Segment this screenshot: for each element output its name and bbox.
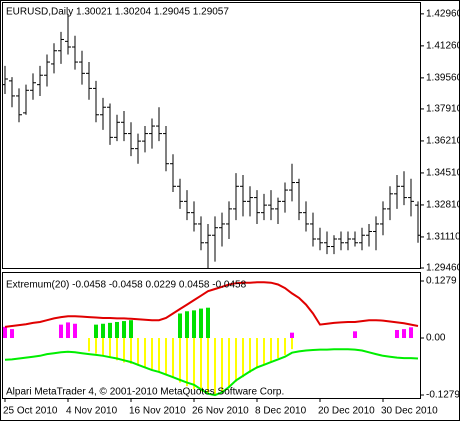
histogram-bar bbox=[193, 338, 195, 390]
histogram-bar bbox=[88, 338, 90, 352]
x-tick-label: 20 Dec 2010 bbox=[318, 406, 375, 417]
histogram-bar bbox=[192, 310, 196, 339]
histogram-bar bbox=[178, 313, 182, 339]
y-tick-label: -0.1279 bbox=[426, 390, 460, 401]
histogram-bar bbox=[256, 338, 258, 369]
histogram-bar bbox=[130, 338, 132, 364]
y-tick-label: 1.41260 bbox=[426, 41, 460, 52]
histogram-bar bbox=[10, 329, 14, 339]
histogram-bar bbox=[235, 338, 237, 382]
histogram-bar bbox=[228, 338, 230, 388]
histogram-bar bbox=[200, 338, 202, 392]
x-tick-label: 25 Oct 2010 bbox=[3, 406, 58, 417]
y-tick-label: 1.37910 bbox=[426, 104, 460, 115]
histogram-bar bbox=[73, 323, 77, 339]
y-tick-label: 1.31110 bbox=[426, 232, 460, 243]
y-tick-label: 1.34510 bbox=[426, 168, 460, 179]
histogram-bar bbox=[102, 338, 104, 356]
histogram-bar bbox=[402, 329, 406, 339]
histogram-bar bbox=[409, 327, 413, 339]
x-tick-label: 26 Nov 2010 bbox=[192, 406, 249, 417]
histogram-bar bbox=[249, 338, 251, 373]
chart-title: EURUSD,Daily 1.30021 1.30204 1.29045 1.2… bbox=[6, 7, 229, 18]
indicator-title: Extremum(20) -0.0458 -0.0458 0.0229 0.04… bbox=[6, 280, 247, 291]
histogram-bar bbox=[199, 308, 203, 339]
histogram-bar bbox=[59, 324, 63, 339]
histogram-bar bbox=[144, 338, 146, 367]
histogram-bar bbox=[263, 338, 265, 365]
x-tick-label: 16 Nov 2010 bbox=[129, 406, 186, 417]
y-tick-label: 0.00 bbox=[426, 333, 446, 344]
y-tick-label: 1.29460 bbox=[426, 263, 460, 274]
histogram-bar bbox=[115, 321, 119, 339]
histogram-bar bbox=[94, 324, 98, 339]
indicator-line bbox=[4, 281, 419, 328]
histogram-bar bbox=[108, 322, 112, 339]
histogram-bar bbox=[186, 338, 188, 387]
histogram-bar bbox=[172, 338, 174, 379]
histogram-bar bbox=[158, 338, 160, 372]
histogram-bar bbox=[277, 338, 279, 359]
histogram-bar bbox=[290, 332, 294, 339]
x-tick-label: 8 Dec 2010 bbox=[255, 406, 307, 417]
y-tick-label: 1.42960 bbox=[426, 9, 460, 20]
histogram-bar bbox=[109, 338, 111, 359]
histogram-bar bbox=[207, 338, 209, 394]
histogram-bar bbox=[221, 338, 223, 392]
x-tick-label: 4 Nov 2010 bbox=[66, 406, 118, 417]
histogram-bar bbox=[116, 338, 118, 361]
copyright: Alpari MetaTrader 4, © 2001-2010 MetaQuo… bbox=[6, 387, 284, 398]
y-tick-label: 1.32810 bbox=[426, 200, 460, 211]
histogram-bar bbox=[179, 338, 181, 383]
histogram-bar bbox=[122, 321, 126, 339]
histogram-bar bbox=[137, 338, 139, 366]
histogram-bar bbox=[151, 338, 153, 370]
histogram-bar bbox=[353, 331, 357, 339]
price-panel bbox=[2, 2, 421, 269]
y-tick-label: 1.39560 bbox=[426, 73, 460, 84]
histogram-bar bbox=[395, 329, 399, 339]
histogram-bar bbox=[3, 326, 7, 339]
y-tick-label: 0.1279 bbox=[426, 276, 457, 287]
histogram-bar bbox=[165, 338, 167, 375]
x-tick-label: 30 Dec 2010 bbox=[381, 406, 438, 417]
histogram-bar bbox=[206, 307, 210, 339]
histogram-bar bbox=[270, 338, 272, 362]
histogram-bar bbox=[214, 338, 216, 395]
histogram-bar bbox=[291, 338, 293, 350]
indicator-line bbox=[4, 348, 419, 397]
histogram-bar bbox=[284, 338, 286, 355]
histogram-bar bbox=[242, 338, 244, 378]
histogram-bar bbox=[95, 338, 97, 354]
y-tick-label: 1.36210 bbox=[426, 136, 460, 147]
indicator-panel bbox=[2, 272, 421, 399]
histogram-bar bbox=[101, 323, 105, 339]
histogram-bar bbox=[66, 322, 70, 339]
histogram-bar bbox=[129, 320, 133, 339]
histogram-bar bbox=[185, 311, 189, 339]
histogram-bar bbox=[123, 338, 125, 363]
